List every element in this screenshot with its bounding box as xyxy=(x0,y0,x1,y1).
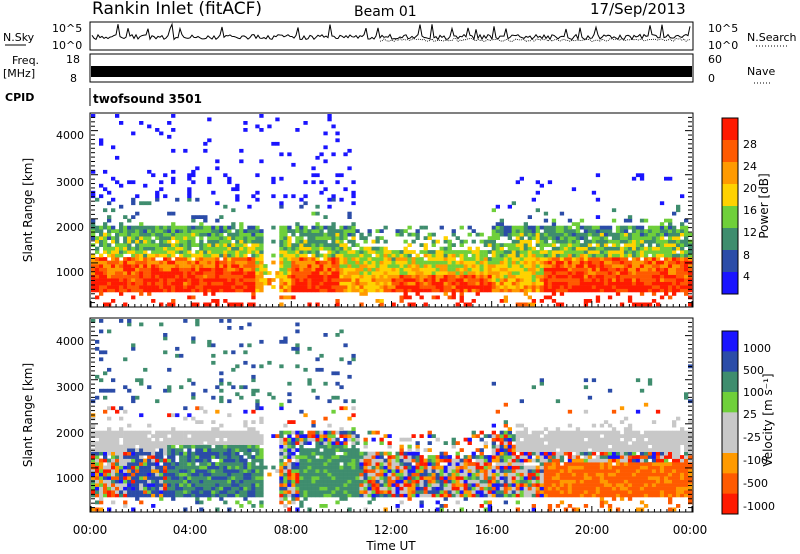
power-colorbar: 4 8 12 16 20 24 28 Power [dB] xyxy=(721,117,771,295)
xtick-1: 04:00 xyxy=(173,523,208,537)
freq-label: Freq. xyxy=(12,54,39,67)
nave-tick-top: 60 xyxy=(708,53,722,66)
power-ytick-2000: 2000 xyxy=(56,221,84,234)
nsky-tick-top: 10^5 xyxy=(52,22,82,35)
freq-tick-bottom: 8 xyxy=(70,72,77,85)
power-cbar-tick-8: 8 xyxy=(743,249,750,262)
freq-unit: [MHz] xyxy=(3,67,35,80)
velocity-ylabel: Slant Range [km] xyxy=(21,363,35,467)
xtick-6: 00:00 xyxy=(673,523,708,537)
cpid-value: twofsound 3501 xyxy=(93,92,202,106)
nsky-panel: N.Sky 10^5 10^0 10^5 10^0 N.Search xyxy=(3,21,797,52)
velocity-ytick-3000: 3000 xyxy=(56,381,84,394)
nave-label: Nave xyxy=(747,65,775,78)
velocity-colorbar: 1000 500 100 25 -25 -100 -500 -1000 Velo… xyxy=(721,330,775,515)
beam-title: Beam 01 xyxy=(354,4,417,20)
velocity-heatmap xyxy=(91,319,693,512)
date-title: 17/Sep/2013 xyxy=(590,0,686,18)
power-ytick-3000: 3000 xyxy=(56,176,84,189)
power-cbar-tick-4: 4 xyxy=(743,270,750,283)
velocity-ytick-4000: 4000 xyxy=(56,335,84,348)
power-cbar-label: Power [dB] xyxy=(757,173,771,238)
vel-cbar-label: Velocity [m s⁻¹] xyxy=(761,373,775,466)
velocity-panel: Slant Range [km] 1000 2000 3000 4000 xyxy=(21,317,694,513)
nsearch-label: N.Search xyxy=(747,31,797,44)
velocity-ytick-2000: 2000 xyxy=(56,427,84,440)
x-axis: 00:00 04:00 08:00 12:00 16:00 20:00 00:0… xyxy=(73,523,708,553)
power-ytick-1000: 1000 xyxy=(56,266,84,279)
station-title: Rankin Inlet (fitACF) xyxy=(92,0,262,19)
xtick-4: 16:00 xyxy=(475,523,510,537)
power-ylabel: Slant Range [km] xyxy=(21,158,35,262)
xtick-0: 00:00 xyxy=(73,523,108,537)
velocity-ytick-1000: 1000 xyxy=(56,472,84,485)
freq-tick-top: 18 xyxy=(66,53,80,66)
power-cbar-tick-20: 20 xyxy=(743,182,757,195)
nsearch-trace xyxy=(379,37,691,43)
power-cbar-tick-12: 12 xyxy=(743,226,757,239)
cpid-row: CPID twofsound 3501 xyxy=(5,88,202,106)
nave-tick-bottom: 0 xyxy=(708,72,715,85)
vel-cbar-tick-500: 500 xyxy=(743,364,764,377)
power-cbar-tick-28: 28 xyxy=(743,138,757,151)
power-ytick-4000: 4000 xyxy=(56,129,84,142)
xtick-5: 20:00 xyxy=(575,523,610,537)
nsky-tick-bottom: 10^0 xyxy=(52,39,82,52)
vel-cbar-tick-neg500: -500 xyxy=(743,477,768,490)
power-panel: Slant Range [km] 1000 2000 3000 4000 xyxy=(21,112,694,308)
vel-cbar-tick-neg25: -25 xyxy=(743,431,761,444)
nsky-label: N.Sky xyxy=(3,31,35,44)
cpid-label: CPID xyxy=(5,91,34,104)
x-axis-label: Time UT xyxy=(365,539,416,553)
power-heatmap xyxy=(91,114,693,307)
vel-cbar-tick-1000: 1000 xyxy=(743,342,771,355)
nsearch-tick-top: 10^5 xyxy=(708,22,738,35)
freq-panel: Freq. [MHz] 18 8 60 0 Nave xyxy=(3,53,775,85)
nsearch-tick-bottom: 10^0 xyxy=(708,39,738,52)
vel-cbar-tick-neg100: -100 xyxy=(743,454,768,467)
power-cbar-tick-16: 16 xyxy=(743,204,757,217)
power-cbar-tick-24: 24 xyxy=(743,160,757,173)
vel-cbar-tick-25: 25 xyxy=(743,408,757,421)
xtick-2: 08:00 xyxy=(274,523,309,537)
vel-cbar-tick-100: 100 xyxy=(743,386,764,399)
freq-band xyxy=(91,66,692,77)
xtick-3: 12:00 xyxy=(374,523,409,537)
vel-cbar-tick-neg1000: -1000 xyxy=(743,500,775,513)
nsky-trace xyxy=(91,22,691,41)
